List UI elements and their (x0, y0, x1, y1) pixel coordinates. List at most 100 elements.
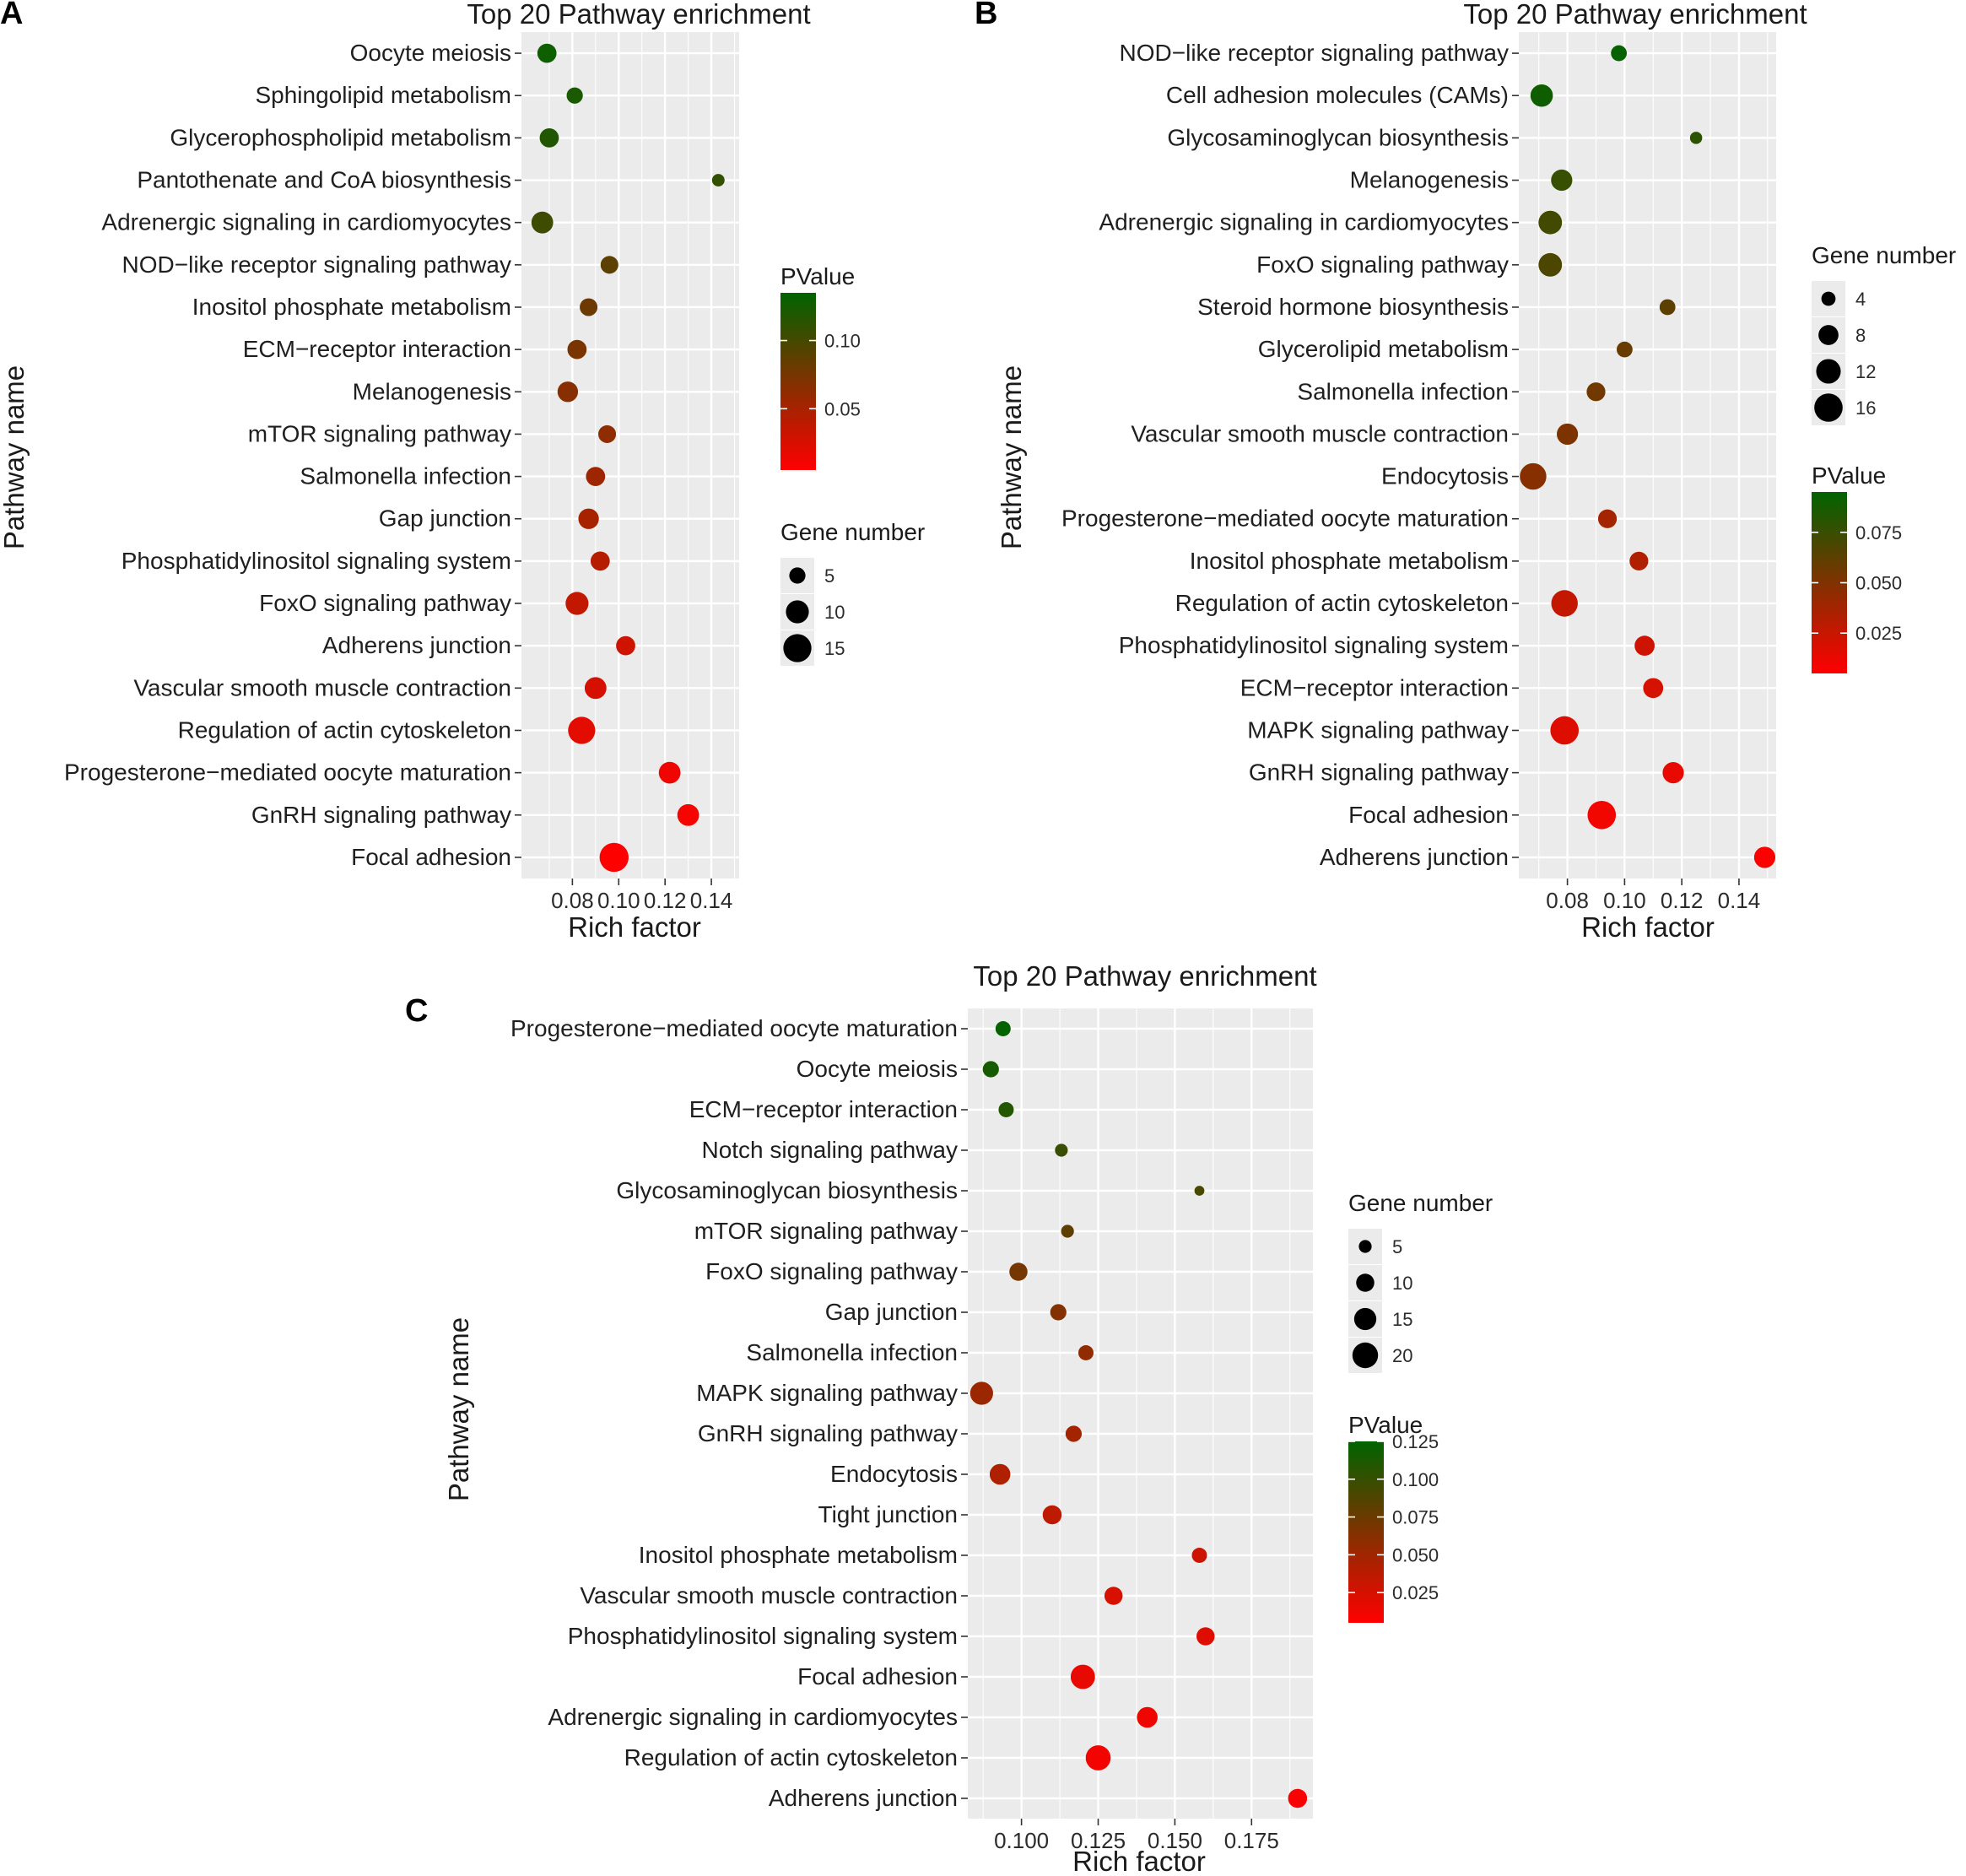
y-tick-label: Pantothenate and CoA biosynthesis (137, 167, 511, 193)
panel-b: B Top 20 Pathway enrichment NOD−like recep… (975, 0, 1956, 943)
y-axis-title: Pathway name (0, 365, 30, 549)
data-point (586, 467, 606, 486)
size-legend-label: 12 (1855, 361, 1876, 382)
data-point (537, 43, 557, 63)
size-legend-title: Gene number (1812, 242, 1956, 268)
data-point (1753, 846, 1776, 868)
y-tick-label: Glycosaminoglycan biosynthesis (616, 1177, 958, 1203)
data-point (1061, 1225, 1074, 1238)
data-point (969, 1381, 993, 1405)
y-tick-label: Salmonella infection (1297, 378, 1509, 404)
chart-title: Top 20 Pathway enrichment (1463, 0, 1807, 30)
data-point (1629, 551, 1649, 570)
data-point (598, 424, 617, 443)
y-tick-label: mTOR signaling pathway (694, 1218, 958, 1244)
y-tick-label: Progesterone−mediated oocyte maturation (510, 1015, 958, 1041)
y-tick-label: Vascular smooth muscle contraction (580, 1582, 958, 1608)
y-tick-label: Regulation of actin cytoskeleton (1175, 590, 1509, 616)
data-point (1530, 84, 1553, 107)
x-tick-label: 0.10 (1603, 888, 1646, 913)
color-legend-title: PValue (780, 263, 855, 289)
data-point (1551, 169, 1573, 192)
size-legend-dot (783, 634, 812, 662)
x-tick-label: 0.12 (644, 888, 687, 913)
size-legend-dot (1818, 325, 1839, 345)
color-legend: PValue 0.025 0.050 0.075 0.100 0.125 (1348, 1412, 1439, 1623)
color-legend-label: 0.075 (1392, 1507, 1439, 1528)
y-tick-label: NOD−like receptor signaling pathway (1120, 40, 1509, 66)
y-tick-label: Salmonella infection (300, 463, 511, 489)
y-tick-label: FoxO signaling pathway (1256, 251, 1509, 278)
size-legend: Gene number 5 10 15 20 (1348, 1190, 1493, 1373)
data-point (1659, 299, 1676, 316)
color-legend-label: 0.025 (1855, 623, 1902, 644)
y-tick-label: Cell adhesion molecules (CAMs) (1166, 82, 1509, 108)
y-tick-label: GnRH signaling pathway (251, 802, 511, 828)
data-point (1586, 382, 1606, 402)
data-point (1085, 1745, 1111, 1771)
data-point (1597, 509, 1618, 528)
data-point (568, 716, 596, 744)
color-legend-label: 0.125 (1392, 1431, 1439, 1452)
size-legend-title: Gene number (1348, 1190, 1493, 1216)
y-tick-label: Inositol phosphate metabolism (639, 1542, 958, 1568)
data-point (1520, 462, 1547, 490)
y-tick-label: Adrenergic signaling in cardiomyocytes (548, 1704, 958, 1730)
data-point (557, 381, 579, 403)
plot-background (968, 1008, 1313, 1819)
data-point (565, 592, 589, 615)
y-tick-label: Phosphatidylinositol signaling system (122, 548, 511, 574)
data-point (1194, 1186, 1205, 1196)
size-legend-dot (1821, 291, 1836, 306)
data-point (1587, 800, 1617, 830)
y-tick-label: mTOR signaling pathway (248, 420, 511, 446)
data-point (1050, 1304, 1067, 1321)
x-tick-label: 0.14 (1718, 888, 1761, 913)
panel-a: A Top 20 Pathway enrichment Oocyte meiosis… (0, 0, 925, 943)
panel-letter: B (975, 0, 997, 31)
data-point (539, 127, 559, 148)
data-point (1009, 1262, 1028, 1281)
y-tick-label: Glycerolipid metabolism (1258, 336, 1509, 362)
data-point (998, 1102, 1014, 1117)
x-tick-label: 0.14 (690, 888, 733, 913)
size-legend-label: 16 (1855, 397, 1876, 419)
y-tick-label: Adherens junction (1320, 844, 1509, 870)
size-legend-label: 4 (1855, 289, 1866, 310)
y-axis-title: Pathway name (443, 1317, 474, 1501)
color-legend-bar (1348, 1441, 1384, 1623)
size-legend-dot (1816, 359, 1841, 384)
data-point (1191, 1548, 1207, 1563)
color-legend-label: 0.10 (824, 331, 861, 352)
y-tick-label: Endocytosis (830, 1461, 958, 1487)
y-tick-label: Adrenergic signaling in cardiomyocytes (101, 209, 511, 235)
data-point (1070, 1664, 1095, 1689)
y-tick-label: Progesterone−mediated oocyte maturation (64, 760, 511, 786)
color-legend-label: 0.100 (1392, 1469, 1439, 1490)
x-axis-title: Rich factor (1581, 911, 1715, 943)
color-legend-label: 0.025 (1392, 1582, 1439, 1603)
y-tick-label: Adherens junction (322, 632, 511, 658)
x-tick-label: 0.08 (551, 888, 594, 913)
y-tick-label: ECM−receptor interaction (243, 336, 511, 362)
y-tick-label: NOD−like receptor signaling pathway (122, 251, 511, 278)
y-tick-label: Inositol phosphate metabolism (192, 294, 511, 320)
x-tick-label: 0.125 (1071, 1828, 1126, 1853)
panel-letter: C (405, 993, 428, 1029)
data-point (1288, 1788, 1308, 1808)
plot-background (521, 32, 739, 879)
data-point (566, 87, 583, 104)
size-legend-dot (1814, 393, 1843, 422)
data-point (531, 211, 554, 234)
y-tick-label: Phosphatidylinositol signaling system (1119, 632, 1509, 658)
y-tick-label: Steroid hormone biosynthesis (1197, 294, 1509, 320)
color-legend-title: PValue (1812, 462, 1886, 489)
color-legend-label: 0.050 (1855, 573, 1902, 594)
x-tick-label: 0.100 (994, 1828, 1049, 1853)
color-legend-label: 0.050 (1392, 1544, 1439, 1565)
y-tick-label: Focal adhesion (1348, 802, 1509, 828)
size-legend-label: 5 (824, 565, 834, 587)
size-legend-label: 15 (1392, 1309, 1412, 1330)
y-tick-label: Melanogenesis (1350, 167, 1509, 193)
color-legend-title: PValue (1348, 1412, 1423, 1438)
